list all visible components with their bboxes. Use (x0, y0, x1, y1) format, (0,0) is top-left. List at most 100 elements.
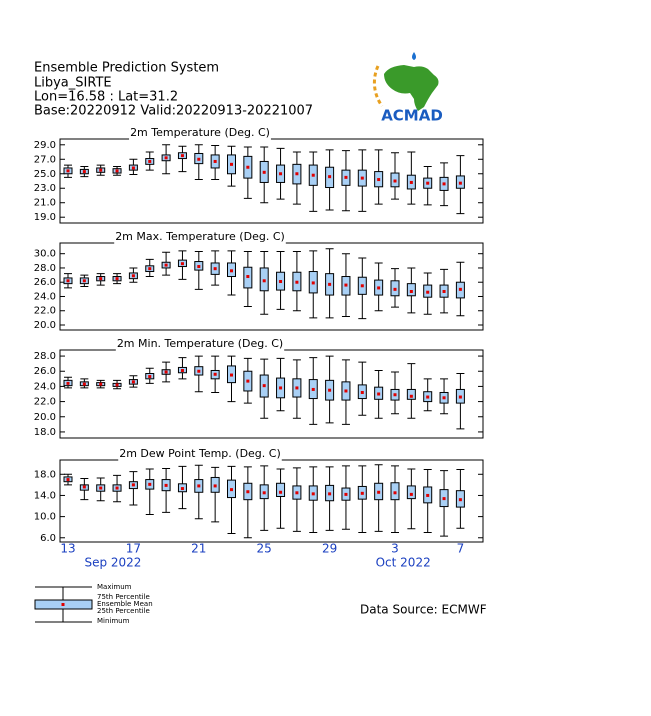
mean-marker (148, 159, 152, 163)
whisker-low (358, 499, 367, 533)
mean-marker (164, 370, 168, 374)
mean-marker (360, 284, 364, 288)
mean-marker (360, 176, 364, 180)
mean-marker (344, 175, 348, 179)
whisker-high (162, 361, 171, 370)
mean-marker (164, 263, 168, 267)
mean-marker (458, 395, 462, 399)
mean-marker (230, 162, 233, 166)
legend-label: 75th Percentile (97, 593, 150, 601)
y-tick-label: 22.0 (34, 397, 56, 408)
logo-map (384, 65, 439, 111)
mean-marker (131, 483, 135, 487)
whisker-low (276, 397, 285, 412)
x-tick-label: 7 (457, 542, 465, 556)
y-tick-label: 26.0 (34, 366, 56, 377)
whisker-low (456, 507, 465, 529)
whisker-high (129, 471, 138, 482)
whisker-low (243, 499, 252, 539)
y-tick-label: 24.0 (34, 381, 56, 392)
whisker-low (227, 276, 236, 296)
whisker-high (374, 262, 383, 281)
mean-marker (328, 175, 332, 179)
mean-marker (295, 491, 299, 495)
mean-marker (409, 289, 413, 293)
mean-marker (262, 491, 266, 495)
whisker-low (341, 295, 350, 317)
whisker-high (194, 144, 203, 154)
mean-marker (426, 181, 430, 185)
whisker-high (96, 477, 105, 485)
mean-marker (246, 490, 250, 494)
mean-marker (458, 498, 462, 502)
y-tick-label: 18.0 (34, 427, 56, 438)
box (276, 482, 286, 498)
header-line: Ensemble Prediction System (34, 61, 219, 76)
whisker-high (80, 478, 89, 485)
whisker-low (456, 403, 465, 430)
mean-marker (262, 170, 266, 174)
mean-marker (442, 396, 446, 400)
y-tick-label: 24.0 (34, 291, 56, 302)
whisker-low (227, 382, 236, 403)
whisker-high (358, 465, 367, 487)
whisker-low (145, 164, 154, 171)
x-tick-label: 25 (257, 542, 272, 556)
whisker-high (80, 378, 89, 382)
whisker-low (374, 295, 383, 312)
mean-marker (180, 487, 184, 491)
whisker-low (407, 295, 416, 314)
whisker-high (456, 373, 465, 390)
mean-marker (213, 267, 217, 271)
mean-marker (426, 395, 430, 399)
whisker-low (96, 491, 105, 502)
panel-title: 2m Temperature (Deg. C) (130, 126, 270, 139)
x-tick-label: 29 (322, 542, 337, 556)
whisker-low (309, 185, 318, 212)
mean-marker (99, 486, 103, 490)
mean-marker (82, 485, 86, 489)
mean-marker (295, 280, 299, 284)
whisker-high (145, 468, 154, 480)
y-tick-label: 28.0 (34, 263, 56, 274)
whisker-high (456, 261, 465, 283)
mean-marker (82, 170, 86, 174)
whisker-low (407, 188, 416, 205)
whisker-high (227, 145, 236, 155)
whisker-high (227, 355, 236, 366)
whisker-high (129, 267, 138, 273)
whisker-low (325, 500, 334, 531)
whisker-low (145, 489, 154, 515)
whisker-high (211, 250, 220, 263)
mean-marker (180, 368, 184, 372)
mean-marker (246, 165, 250, 169)
mean-marker (197, 369, 201, 373)
whisker-high (260, 251, 269, 268)
whisker-low (243, 287, 252, 307)
header-line: Libya_SIRTE (34, 76, 112, 91)
mean-marker (279, 280, 283, 284)
whisker-low (341, 500, 350, 530)
mean-marker (148, 267, 152, 271)
whisker-low (260, 290, 269, 315)
whisker-low (129, 278, 138, 283)
mean-marker (442, 289, 446, 293)
whisker-low (260, 397, 269, 419)
mean-marker (279, 386, 283, 390)
panel-title: 2m Max. Temperature (Deg. C) (115, 230, 285, 243)
mean-marker (295, 386, 299, 390)
whisker-high (440, 268, 449, 286)
whisker-high (178, 465, 187, 484)
legend-label: Ensemble Mean (97, 600, 153, 608)
whisker-high (325, 466, 334, 486)
box (390, 482, 400, 501)
whisker-low (309, 292, 318, 319)
mean-marker (311, 387, 315, 391)
whisker-high (309, 151, 318, 166)
whisker-high (178, 250, 187, 261)
whisker-high (292, 151, 301, 165)
y-tick-label: 20.0 (34, 412, 56, 423)
mean-marker (115, 383, 119, 387)
whisker-low (243, 178, 252, 199)
mean-marker (148, 482, 152, 486)
